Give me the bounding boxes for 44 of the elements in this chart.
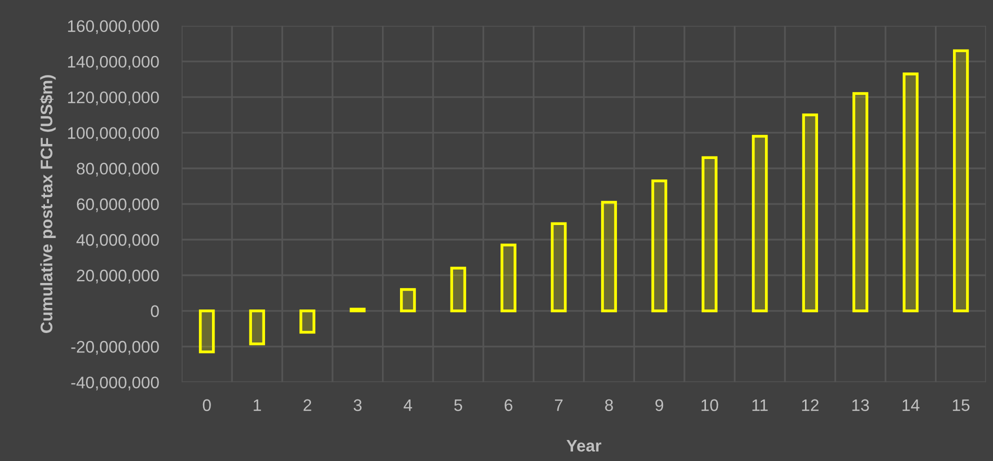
- y-tick-label: 20,000,000: [76, 270, 159, 284]
- bar: [249, 310, 266, 346]
- bar: [601, 200, 617, 312]
- y-tick-label: 40,000,000: [76, 234, 159, 248]
- bar: [500, 244, 516, 312]
- x-tick-label: 13: [852, 399, 869, 412]
- x-tick-label: 14: [902, 399, 920, 411]
- bar: [550, 222, 567, 312]
- y-tick-label: 160,000,000: [68, 20, 159, 34]
- x-tick-label: 1: [254, 399, 261, 411]
- x-tick-label: 12: [802, 399, 819, 411]
- y-tick-label: 100,000,000: [68, 127, 159, 141]
- x-tick-label: 10: [702, 399, 718, 412]
- bar: [450, 266, 466, 312]
- x-tick-label: 6: [504, 399, 512, 412]
- bar: [802, 114, 818, 312]
- bar: [952, 49, 969, 312]
- y-tick-label: 120,000,000: [68, 91, 159, 106]
- y-tick-label: 0: [150, 305, 159, 318]
- bar: [702, 156, 718, 312]
- y-tick-label: 140,000,000: [68, 56, 159, 70]
- bar: [400, 288, 416, 312]
- x-tick-label: 8: [605, 399, 613, 412]
- bar: [902, 72, 919, 312]
- y-tick-label: -40,000,000: [71, 376, 159, 390]
- bar: [198, 310, 215, 354]
- bar: [852, 92, 868, 312]
- x-tick-label: 9: [655, 399, 664, 412]
- x-tick-label: 0: [202, 399, 211, 412]
- x-tick-label: 15: [952, 399, 970, 412]
- bar: [651, 179, 668, 312]
- x-tick-label: 2: [304, 399, 312, 411]
- y-tick-label: -20,000,000: [71, 340, 159, 355]
- x-tick-label: 11: [752, 399, 768, 411]
- y-tick-label: 80,000,000: [76, 162, 159, 177]
- x-tick-label: 3: [354, 399, 362, 412]
- x-tick-label: 4: [404, 399, 412, 411]
- x-tick-label: 7: [554, 399, 563, 411]
- x-tick-label: 5: [454, 399, 462, 412]
- bar: [299, 310, 316, 334]
- y-tick-label: 60,000,000: [76, 198, 159, 212]
- y-axis-title: Cumulative post-tax FCF (US$m): [40, 75, 56, 333]
- bar: [752, 134, 768, 312]
- x-axis-title: Year: [566, 440, 602, 452]
